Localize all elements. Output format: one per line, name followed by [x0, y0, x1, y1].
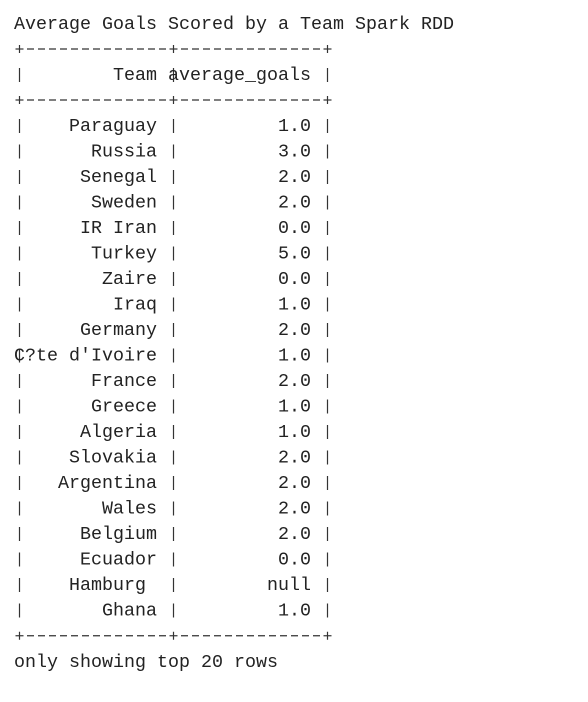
table-cell: 1.0 [278, 600, 311, 621]
output-title: Average Goals Scored by a Team Spark RDD [14, 14, 454, 35]
table-cell: France [91, 371, 157, 392]
table-cell: 3.0 [278, 141, 311, 162]
table-cell: 1.0 [278, 294, 311, 315]
table-cell: 2.0 [278, 447, 311, 468]
table-cell: 1.0 [278, 116, 311, 137]
table-cell: Germany [80, 320, 157, 341]
table-cell: Turkey [91, 243, 157, 264]
table-cell: Hamburg [69, 575, 157, 596]
table-cell: Algeria [80, 422, 157, 443]
table-cell: 2.0 [278, 524, 311, 545]
table-cell: Wales [102, 498, 157, 519]
table-cell: Ecuador [80, 549, 157, 570]
table-cell: 5.0 [278, 243, 311, 264]
table-cell: Senegal [80, 167, 157, 188]
table-cell: Greece [91, 396, 157, 417]
header-cell: average_goals [168, 65, 311, 86]
table-cell: 0.0 [278, 218, 311, 239]
table-cell: Iraq [113, 294, 157, 315]
table-cell: 2.0 [278, 473, 311, 494]
table-cell: Belgium [80, 524, 157, 545]
table-cell: 1.0 [278, 396, 311, 417]
header-cell: Team [113, 65, 157, 86]
table-cell: Sweden [91, 192, 157, 213]
output-footer: only showing top 20 rows [14, 652, 278, 673]
table-cell: Russia [91, 141, 157, 162]
table-cell: IR Iran [80, 218, 157, 239]
table-cell: 2.0 [278, 320, 311, 341]
table-cell: Paraguay [69, 116, 157, 137]
table-cell: 2.0 [278, 498, 311, 519]
table-cell: 0.0 [278, 269, 311, 290]
table-cell: Argentina [58, 473, 157, 494]
table-cell: 2.0 [278, 371, 311, 392]
table-cell: null [267, 575, 311, 596]
table-cell: 1.0 [278, 422, 311, 443]
table-cell: C?te d'Ivoire [14, 345, 157, 366]
table-cell: Ghana [102, 600, 157, 621]
table-cell: Slovakia [69, 447, 157, 468]
table-cell: 1.0 [278, 345, 311, 366]
table-cell: Zaire [102, 269, 157, 290]
table-cell: 2.0 [278, 167, 311, 188]
table-cell: 2.0 [278, 192, 311, 213]
table-cell: 0.0 [278, 549, 311, 570]
